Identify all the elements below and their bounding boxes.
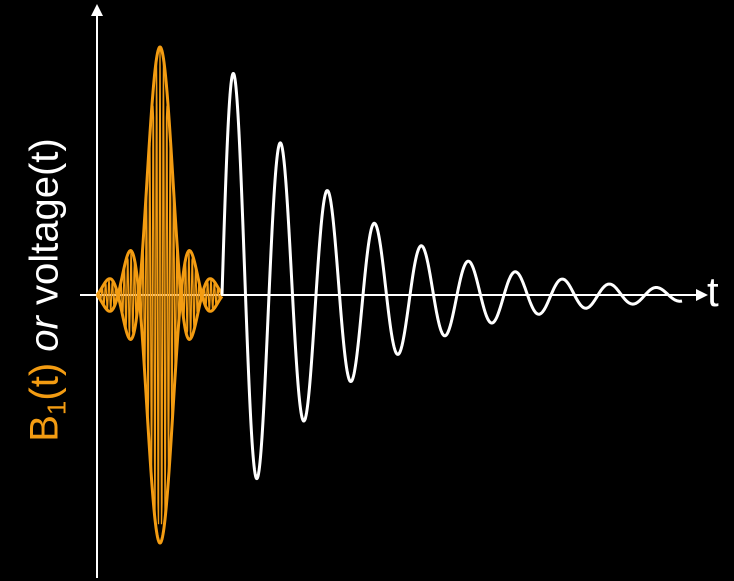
x-axis-label: t <box>707 268 719 315</box>
or-connector: or <box>22 316 67 352</box>
b1-subscript: 1 <box>41 400 72 416</box>
rf-pulse-group <box>95 45 224 545</box>
fid-signal-curve <box>220 72 683 481</box>
b1-symbol: B <box>22 415 67 442</box>
y-axis-label: B1(t) or voltage(t) <box>22 138 72 442</box>
voltage-label: voltage(t) <box>22 138 67 305</box>
b1-argument: (t) <box>22 362 67 401</box>
rf-pulse-envelope-bottom <box>95 249 224 545</box>
